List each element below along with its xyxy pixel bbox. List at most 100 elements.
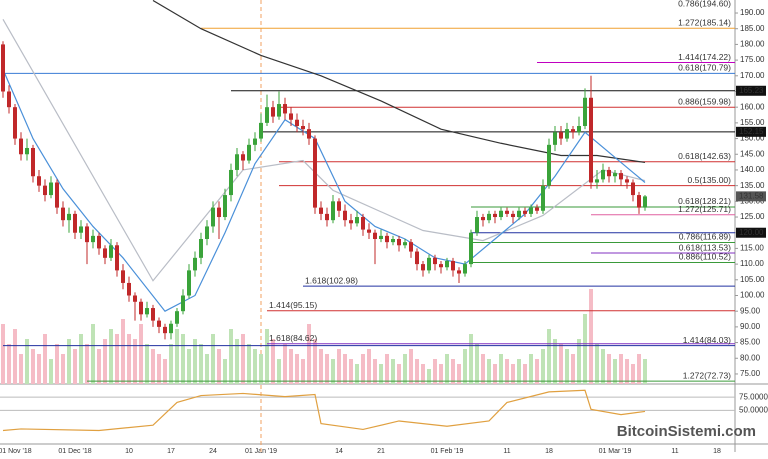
volume-bar [439,364,443,384]
volume-bar [589,289,593,384]
volume-bar [193,339,197,384]
rsi-tick-label: 50.0000 [739,406,768,415]
volume-bar [391,359,395,384]
volume-bar [361,354,365,384]
fib-label: 1.414(174.22) [678,52,731,62]
candle-body [331,201,335,221]
volume-bar [409,349,413,384]
volume-bar [613,359,617,384]
candle-body [217,207,221,218]
volume-bar [499,354,503,384]
volume-bar [235,339,239,384]
candle-body [553,132,557,145]
volume-bar [163,359,167,384]
candle-body [181,295,185,312]
candle-body [193,257,197,271]
candle-body [199,238,203,258]
candle-body [61,207,65,221]
y-tick-label: 75.00 [740,369,761,378]
rsi-line [2,389,646,432]
volume-bar [157,354,161,384]
candle-body [49,182,53,196]
fib-label: 1.618(84.62) [269,333,317,343]
candle-body [469,232,473,265]
candle-body [511,213,515,218]
volume-bar [247,344,251,384]
fib-label: 1.272(125.71) [678,204,731,214]
candle-body [37,176,41,186]
volume-bar [199,344,203,384]
volume-bar [553,339,557,384]
candle-body [289,113,293,120]
candle-body [205,226,209,239]
candle-body [313,138,317,208]
x-tick-label: 21 [377,448,385,455]
volume-bar [619,354,623,384]
candle-body [487,213,491,221]
candle-body [67,213,71,221]
candle-body [97,235,101,249]
y-tick-label: 135.00 [740,181,765,190]
fib-label: 1.414(95.15) [269,300,317,310]
y-tick-label: 170.00 [740,71,765,80]
candle-body [367,229,371,233]
volume-bar [511,364,515,384]
volume-bar [265,329,269,384]
volume-bar [121,319,125,384]
volume-bar [151,349,155,384]
candle-body [601,169,605,180]
volume-bar [271,339,275,384]
candle-body [385,235,389,243]
candle-body [211,207,215,227]
volume-bar [1,324,5,384]
moving-average [2,69,646,312]
volume-bar [253,349,257,384]
volume-bar [571,354,575,384]
volume-bar [145,344,149,384]
volume-bar [55,344,59,384]
candle-body [439,264,443,268]
volume-bar [535,359,539,384]
candle-body [541,185,545,211]
volume-bar [13,329,17,384]
y-tick-label: 150.00 [740,134,765,143]
price-label-box [736,126,766,137]
y-tick-label: 115.00 [740,244,764,253]
volume-bar [37,354,41,384]
fib-label: 1.272(185.14) [678,18,731,28]
volume-bar [91,324,95,384]
volume-bar [127,334,131,384]
candle-body [415,251,419,265]
candle-body [7,91,11,108]
candle-body [169,323,173,334]
y-tick-label: 160.00 [740,102,765,111]
candle-body [427,257,431,271]
x-tick-label: 18 [713,448,721,455]
candle-body [31,147,35,177]
candle-body [373,232,377,239]
x-tick-label: 24 [209,448,217,455]
price-label-box [736,191,766,202]
candle-body [613,173,617,177]
candle-body [133,295,137,302]
candle-body [139,301,143,315]
x-tick-label: 11 [671,448,678,455]
candle-body [493,213,497,218]
price-label: 120.00 [739,228,764,237]
volume-bar [529,354,533,384]
fib-label: 1.272(72.73) [683,370,731,380]
volume-bar [565,349,569,384]
volume-bar [379,364,383,384]
volume-bar [79,334,83,384]
volume-bar [67,339,71,384]
volume-bar [595,344,599,384]
volume-bar [313,339,317,384]
volume-bar [517,359,521,384]
volume-bar [49,359,53,384]
fib-label: 1.414(84.03) [683,335,731,345]
candle-body [277,104,281,117]
candle-body [457,270,461,274]
fib-label: 0.618(113.53) [679,242,731,252]
volume-bar [97,349,101,384]
